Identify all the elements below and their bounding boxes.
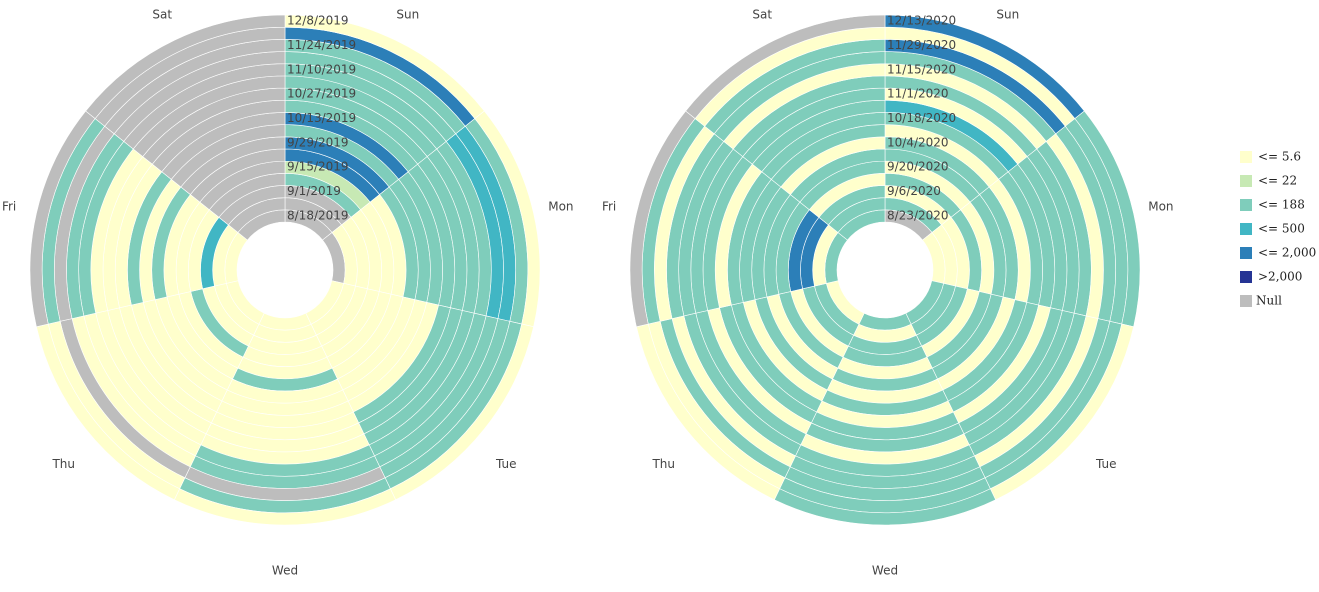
week-label: 9/29/2019: [287, 135, 349, 149]
day-label: Sat: [152, 8, 172, 22]
week-label: 10/13/2019: [287, 111, 356, 125]
week-label: 10/18/2020: [887, 111, 956, 125]
legend-label: <= 2,000: [1258, 246, 1316, 260]
week-label: 10/4/2020: [887, 135, 949, 149]
week-label: 12/8/2019: [287, 14, 349, 28]
day-label: Sun: [396, 8, 419, 22]
legend-swatch: [1240, 223, 1252, 235]
week-label: 9/1/2019: [287, 184, 341, 198]
day-label: Tue: [495, 457, 517, 471]
week-label: 9/20/2020: [887, 160, 949, 174]
day-label: Fri: [2, 200, 16, 214]
day-label: Wed: [272, 564, 298, 578]
week-label: 9/15/2019: [287, 160, 349, 174]
week-label: 8/18/2019: [287, 208, 349, 222]
day-label: Fri: [602, 200, 616, 214]
legend-label: Null: [1256, 294, 1282, 308]
day-label: Thu: [651, 457, 675, 471]
day-label: Tue: [1095, 457, 1117, 471]
heat-cell: [85, 14, 286, 120]
week-label: 8/23/2020: [887, 208, 949, 222]
week-label: 11/15/2020: [887, 62, 956, 76]
day-label: Sun: [996, 8, 1019, 22]
legend-swatch: [1240, 295, 1252, 307]
legend-label: >2,000: [1258, 270, 1302, 284]
day-label: Mon: [548, 200, 573, 214]
week-label: 11/24/2019: [287, 38, 356, 52]
day-label: Wed: [872, 564, 898, 578]
week-label: 12/13/2020: [887, 14, 956, 28]
legend-swatch: [1240, 199, 1252, 211]
week-label: 11/10/2019: [287, 62, 356, 76]
legend-label: <= 22: [1258, 174, 1297, 188]
legend-swatch: [1240, 175, 1252, 187]
radial-heatmap: Sun Mon Tue Wed Thu Fri Sat 8/23/2020 9/6/2020 9/…: [602, 8, 1174, 578]
day-label: Mon: [1148, 200, 1173, 214]
week-label: 9/6/2020: [887, 184, 941, 198]
legend: <= 5.6 <= 22 <= 188 <= 500 <= 2,000 >2,000 Nul…: [1240, 150, 1316, 308]
legend-swatch: [1240, 151, 1252, 163]
week-label: 11/29/2020: [887, 38, 956, 52]
legend-label: <= 5.6: [1258, 150, 1301, 164]
radial-heatmap: Sun Mon Tue Wed Thu Fri Sat 8/18/2019 9/1/2019 9/…: [2, 8, 574, 578]
legend-label: <= 500: [1258, 222, 1305, 236]
legend-swatch: [1240, 271, 1252, 283]
day-label: Sat: [752, 8, 772, 22]
week-label: 11/1/2020: [887, 87, 949, 101]
legend-swatch: [1240, 247, 1252, 259]
legend-label: <= 188: [1258, 198, 1305, 212]
week-label: 10/27/2019: [287, 87, 356, 101]
day-label: Thu: [51, 457, 75, 471]
heat-cell: [685, 14, 886, 120]
